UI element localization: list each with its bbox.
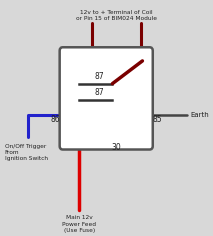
Text: 12v to + Terminal of Coil
or Pin 15 of BIM024 Module: 12v to + Terminal of Coil or Pin 15 of B… xyxy=(76,10,157,21)
Text: 86: 86 xyxy=(50,115,60,124)
Text: 30: 30 xyxy=(111,143,121,152)
Text: Earth: Earth xyxy=(190,112,209,118)
Text: 87: 87 xyxy=(95,88,104,97)
Text: 85: 85 xyxy=(153,115,162,124)
Text: Main 12v
Power Feed
(Use Fuse): Main 12v Power Feed (Use Fuse) xyxy=(62,215,96,233)
Text: 87: 87 xyxy=(95,72,104,81)
Text: On/Off Trigger
From
Ignition Switch: On/Off Trigger From Ignition Switch xyxy=(5,144,48,161)
FancyBboxPatch shape xyxy=(60,47,153,150)
